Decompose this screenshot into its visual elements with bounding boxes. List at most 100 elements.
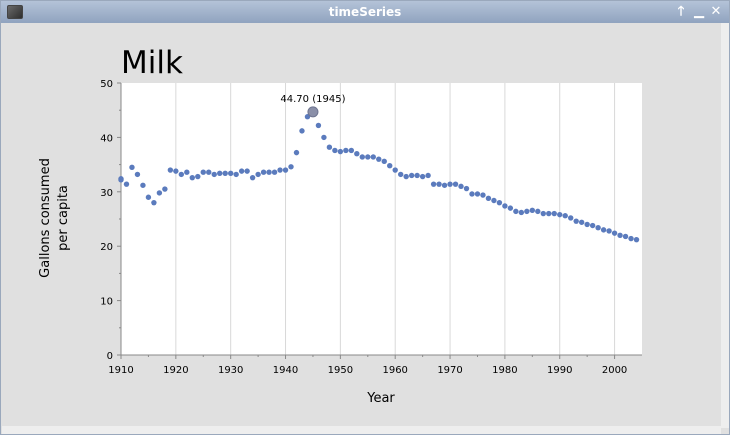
data-point — [507, 205, 514, 211]
data-point — [540, 210, 546, 217]
x-tick-label: 1940 — [273, 365, 298, 376]
axis-labels: 1910 1920 1930 1940 1950 1960 1970 1980 1990 2000… — [38, 79, 627, 406]
data-point — [222, 170, 228, 177]
data-point — [156, 190, 163, 196]
y-tick-label: 10 — [100, 297, 113, 308]
data-points — [118, 106, 640, 243]
data-point — [343, 147, 349, 154]
data-point — [326, 144, 333, 150]
data-point — [628, 235, 634, 242]
x-tick-label: 1980 — [492, 365, 517, 376]
data-point — [293, 149, 300, 156]
y-axis-title: Gallons consumed per capita — [38, 158, 71, 278]
y-tick-label: 20 — [100, 242, 113, 253]
data-point — [184, 169, 190, 175]
pin-up-icon[interactable]: 🡑 — [677, 4, 685, 19]
vertical-scrollbar[interactable] — [721, 23, 729, 428]
window-title: timeSeries — [328, 5, 402, 19]
x-tick-label: 1970 — [437, 365, 462, 376]
data-point — [354, 151, 360, 157]
data-point — [595, 225, 601, 231]
data-point — [271, 169, 278, 175]
data-point — [403, 173, 409, 180]
y-axis-title-line: per capita — [56, 185, 71, 251]
data-point — [611, 230, 618, 236]
data-point — [381, 158, 387, 165]
data-point — [557, 211, 563, 218]
chart-title: Milk — [121, 45, 183, 81]
data-point — [392, 167, 398, 173]
data-point — [414, 172, 420, 179]
data-point — [419, 173, 426, 180]
data-point — [260, 169, 267, 175]
data-point — [217, 170, 223, 177]
data-point — [206, 169, 212, 175]
close-icon[interactable]: ✕ — [710, 4, 722, 19]
data-point — [134, 171, 141, 178]
data-point — [140, 182, 146, 188]
title-bar[interactable]: timeSeries 🡑 ▁ ✕ — [1, 1, 729, 23]
data-point — [458, 183, 464, 190]
plot-area — [121, 83, 642, 355]
data-point — [622, 233, 629, 240]
data-point — [573, 218, 579, 224]
x-tick-label: 1920 — [163, 365, 188, 376]
data-point — [173, 168, 179, 174]
data-point — [452, 181, 459, 187]
data-point — [376, 156, 382, 162]
app-icon[interactable] — [7, 5, 23, 19]
data-point — [408, 172, 415, 179]
data-point — [562, 213, 568, 219]
data-point — [480, 192, 486, 198]
data-point — [359, 154, 366, 160]
data-point — [145, 194, 152, 200]
data-point — [266, 169, 272, 175]
data-point — [337, 148, 344, 155]
data-point — [123, 181, 130, 187]
minimize-icon[interactable]: ▁ — [694, 4, 704, 19]
data-point — [447, 181, 453, 187]
x-tick-label: 1960 — [382, 365, 407, 376]
data-point — [332, 147, 338, 154]
data-point — [365, 154, 371, 160]
data-point — [463, 185, 470, 192]
data-point — [474, 191, 481, 197]
data-point — [282, 167, 289, 173]
data-point — [321, 134, 327, 141]
data-point — [238, 168, 245, 174]
data-point — [551, 210, 557, 217]
data-point — [244, 168, 250, 174]
y-tick-label: 40 — [100, 133, 113, 144]
y-tick-label: 0 — [107, 351, 113, 362]
data-point — [617, 232, 623, 239]
y-tick-label: 50 — [100, 79, 113, 90]
y-tick-label: 30 — [100, 188, 113, 199]
x-tick-label: 1910 — [108, 365, 133, 376]
data-point — [513, 208, 519, 215]
data-point — [578, 219, 585, 225]
highlight-point — [307, 106, 319, 118]
data-point — [227, 170, 234, 177]
data-point — [167, 167, 174, 173]
data-point — [129, 164, 135, 171]
horizontal-scrollbar[interactable] — [2, 426, 721, 434]
data-point — [118, 176, 124, 182]
data-point — [249, 174, 256, 181]
data-point — [496, 199, 503, 206]
data-point — [189, 174, 195, 181]
data-point — [436, 181, 442, 187]
data-point — [491, 197, 497, 204]
data-point — [233, 171, 239, 178]
data-point — [524, 208, 530, 215]
data-point — [151, 199, 157, 206]
data-point — [606, 228, 612, 234]
data-point — [529, 207, 536, 213]
data-point — [633, 236, 640, 243]
data-point — [535, 208, 541, 215]
data-point — [277, 167, 283, 173]
data-point — [211, 171, 217, 178]
data-point — [195, 173, 201, 180]
y-axis-title-line: Gallons consumed — [38, 158, 53, 278]
data-point — [589, 222, 596, 229]
